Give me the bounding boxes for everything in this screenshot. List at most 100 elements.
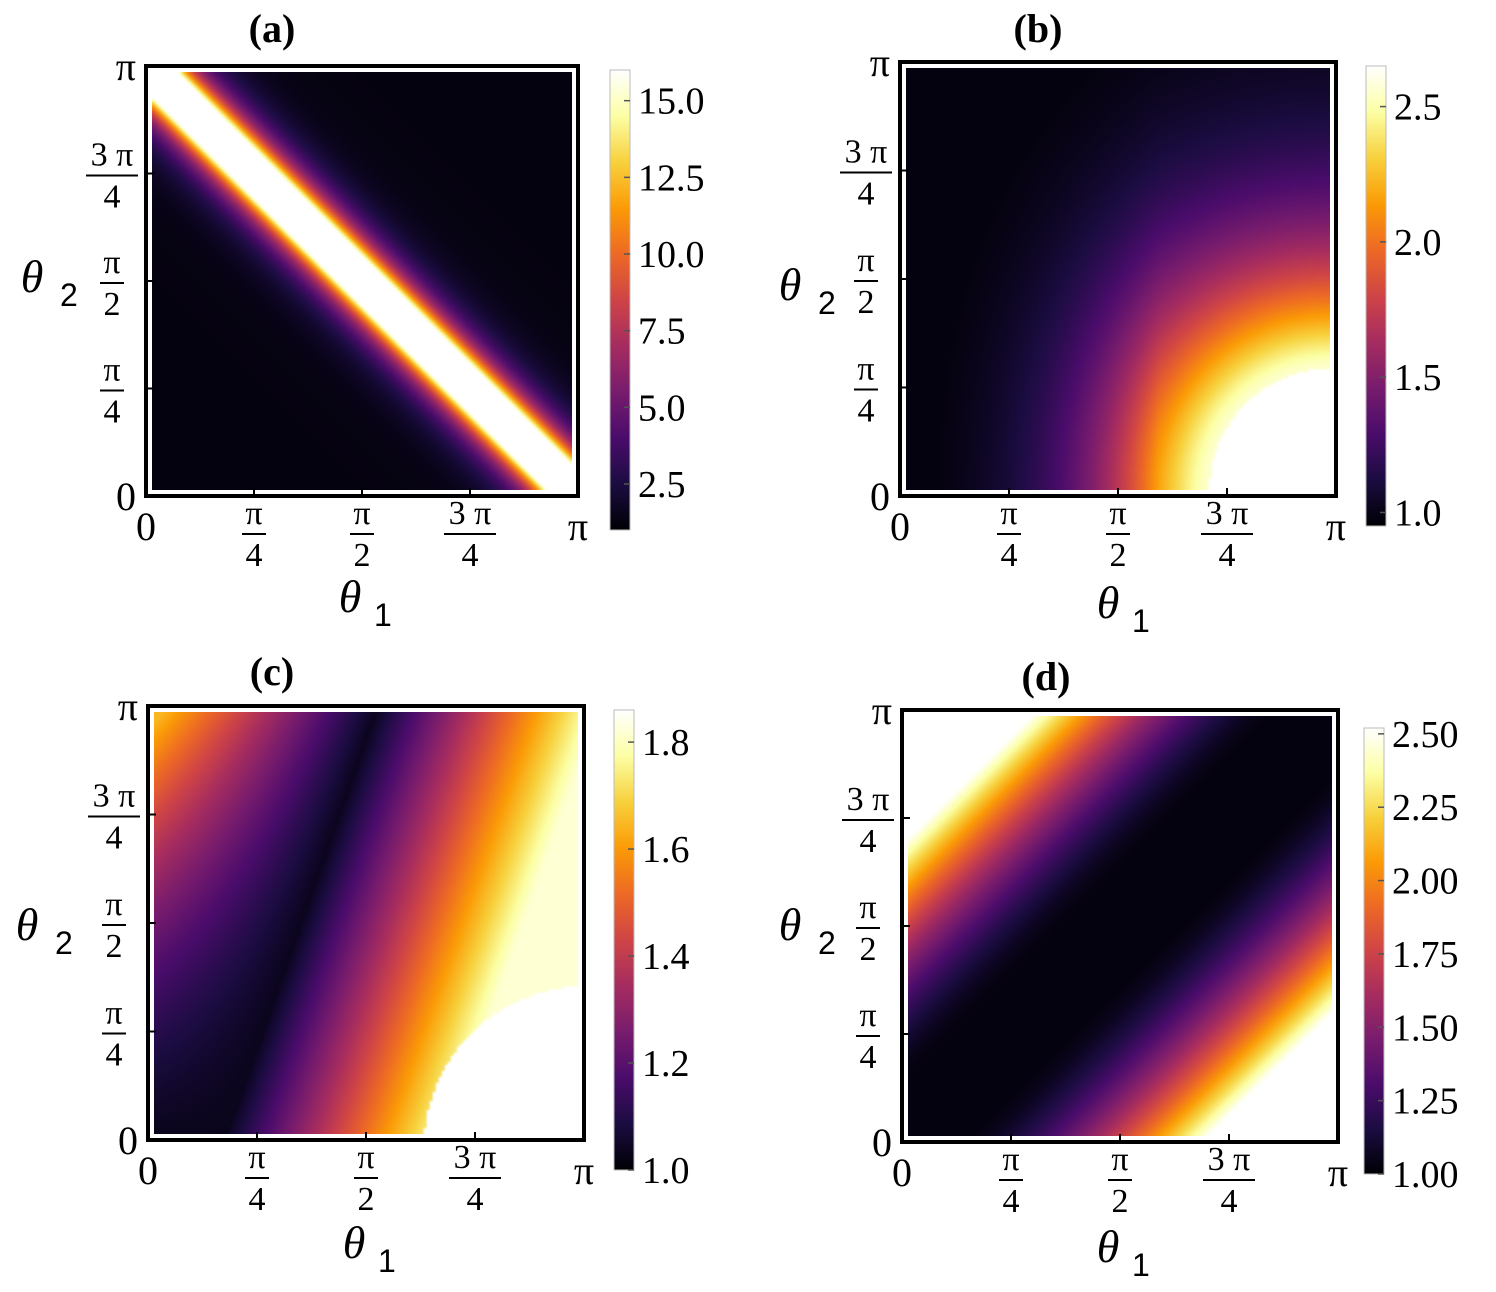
- y-tick-denominator: 4: [860, 823, 877, 860]
- y-tick-numerator: 3 π: [91, 136, 134, 173]
- y-axis-label-subscript: 2: [60, 277, 78, 313]
- x-tick-label: 0: [892, 1150, 912, 1195]
- x-tick-numerator: π: [1109, 495, 1126, 532]
- y-tick-label: π: [118, 684, 138, 729]
- x-tick-numerator: 3 π: [1208, 1141, 1251, 1178]
- y-tick-label: π: [872, 688, 892, 733]
- x-tick-denominator: 2: [354, 537, 371, 574]
- y-tick-denominator: 4: [106, 819, 123, 856]
- x-tick-label: π: [1328, 1150, 1348, 1195]
- y-tick-denominator: 2: [104, 286, 121, 323]
- y-axis-label: θ: [779, 899, 802, 950]
- y-tick-label: π: [116, 44, 136, 89]
- heatmap-image: [908, 716, 1332, 1136]
- y-tick-label: 0: [118, 1118, 138, 1163]
- x-tick-denominator: 2: [358, 1181, 375, 1218]
- x-tick-denominator: 4: [1219, 537, 1236, 574]
- x-tick-numerator: 3 π: [449, 495, 492, 532]
- x-axis-label-subscript: 1: [374, 597, 392, 633]
- y-tick-denominator: 2: [860, 931, 877, 968]
- x-axis-label-subscript: 1: [378, 1243, 396, 1279]
- colorbar-tick-label: 7.5: [638, 311, 686, 353]
- colorbar-tick-label: 5.0: [638, 387, 686, 429]
- y-axis-label-subscript: 2: [818, 925, 836, 961]
- x-tick-numerator: π: [1002, 1141, 1019, 1178]
- x-axis-label-subscript: 1: [1132, 603, 1150, 639]
- colorbar-tick-label: 1.00: [1392, 1154, 1459, 1196]
- x-tick-label: 0: [136, 504, 156, 549]
- y-tick-numerator: 3 π: [845, 133, 888, 170]
- heatmap-image: [154, 712, 578, 1134]
- x-tick-denominator: 4: [1001, 537, 1018, 574]
- x-axis-label: θ: [1097, 577, 1120, 628]
- y-axis-label: θ: [21, 251, 44, 302]
- colorbar-tick-label: 1.75: [1392, 934, 1459, 976]
- colorbar-gradient: [1363, 727, 1385, 1175]
- x-axis-label: θ: [1097, 1221, 1120, 1272]
- panel-title: (a): [249, 6, 296, 51]
- y-tick-numerator: 3 π: [847, 781, 890, 818]
- colorbar-tick-label: 2.50: [1392, 714, 1459, 756]
- x-tick-denominator: 4: [1003, 1183, 1020, 1220]
- y-tick-label: 0: [872, 1120, 892, 1165]
- colorbar-tick-label: 1.6: [642, 829, 690, 871]
- x-tick-numerator: π: [353, 495, 370, 532]
- x-axis-label: θ: [343, 1217, 366, 1268]
- colorbar-tick-label: 15.0: [638, 81, 705, 123]
- colorbar-gradient: [1365, 65, 1387, 527]
- y-tick-denominator: 4: [104, 178, 121, 215]
- y-tick-numerator: π: [105, 994, 122, 1031]
- y-tick-numerator: π: [859, 997, 876, 1034]
- x-tick-label: 0: [138, 1148, 158, 1193]
- colorbar: 2.5 5.0 7.5 10.0 12.5 15.0: [609, 69, 705, 531]
- x-tick-numerator: π: [248, 1139, 265, 1176]
- x-tick-numerator: π: [1000, 495, 1017, 532]
- y-tick-denominator: 4: [858, 392, 875, 429]
- x-tick-label: π: [574, 1148, 594, 1193]
- heatmap-image: [906, 68, 1330, 490]
- colorbar-gradient: [613, 709, 635, 1171]
- y-tick-numerator: π: [859, 889, 876, 926]
- y-axis-label-subscript: 2: [55, 925, 73, 961]
- colorbar-tick-label: 1.4: [642, 936, 690, 978]
- x-tick-denominator: 4: [1221, 1183, 1238, 1220]
- x-tick-denominator: 4: [462, 537, 479, 574]
- x-tick-denominator: 4: [246, 537, 263, 574]
- x-axis-label-subscript: 1: [1132, 1247, 1150, 1283]
- y-tick-label: π: [870, 40, 890, 85]
- colorbar-tick-label: 2.5: [1394, 87, 1442, 129]
- x-tick-label: π: [1326, 504, 1346, 549]
- heatmap-image: [152, 72, 572, 490]
- colorbar-tick-label: 2.0: [1394, 222, 1442, 264]
- x-tick-denominator: 2: [1110, 537, 1127, 574]
- y-tick-numerator: 3 π: [93, 777, 136, 814]
- colorbar-tick-label: 10.0: [638, 234, 705, 276]
- y-tick-denominator: 2: [106, 928, 123, 965]
- colorbar-tick-label: 1.8: [642, 722, 690, 764]
- y-tick-denominator: 4: [106, 1036, 123, 1073]
- y-tick-label: 0: [870, 474, 890, 519]
- panel-title: (b): [1014, 6, 1063, 51]
- colorbar-tick-label: 2.5: [638, 464, 686, 506]
- x-axis-label: θ: [339, 571, 362, 622]
- x-tick-numerator: π: [245, 495, 262, 532]
- colorbar: 1.0 1.2 1.4 1.6 1.8: [613, 709, 690, 1192]
- colorbar: 1.0 1.5 2.0 2.5: [1365, 65, 1442, 534]
- y-tick-denominator: 2: [858, 284, 875, 321]
- x-tick-numerator: 3 π: [454, 1139, 497, 1176]
- x-tick-numerator: π: [1111, 1141, 1128, 1178]
- x-tick-numerator: 3 π: [1206, 495, 1249, 532]
- colorbar-tick-label: 1.50: [1392, 1007, 1459, 1049]
- colorbar-tick-label: 1.0: [1394, 492, 1442, 534]
- colorbar-tick-label: 1.25: [1392, 1081, 1459, 1123]
- x-tick-label: 0: [890, 504, 910, 549]
- y-axis-label: θ: [779, 259, 802, 310]
- x-tick-numerator: π: [357, 1139, 374, 1176]
- y-axis-label-subscript: 2: [818, 285, 836, 321]
- y-tick-denominator: 4: [860, 1039, 877, 1076]
